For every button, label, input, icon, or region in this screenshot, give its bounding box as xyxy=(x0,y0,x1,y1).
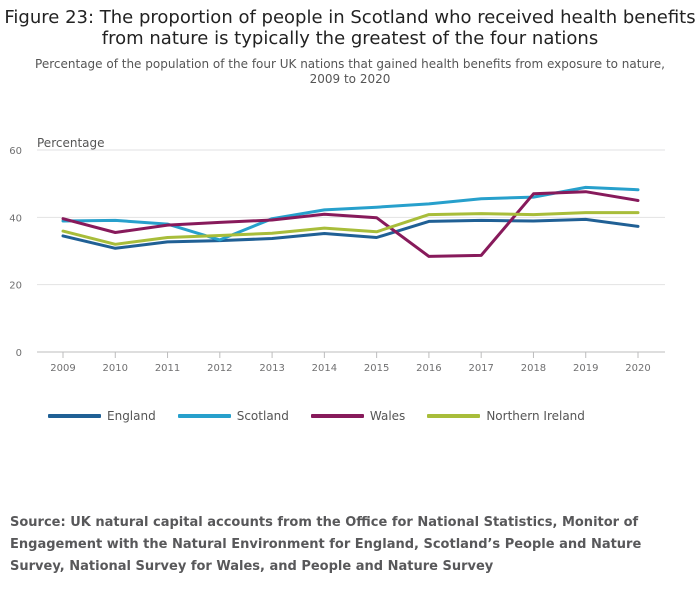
chart-title: Figure 23: The proportion of people in S… xyxy=(4,7,696,49)
legend: England Scotland Wales Northern Ireland xyxy=(48,409,607,423)
y-tick-label: 20 xyxy=(9,281,22,292)
x-tick-label: 2010 xyxy=(103,363,128,374)
x-tick-label: 2011 xyxy=(155,363,180,374)
x-tick-label: 2012 xyxy=(207,363,232,374)
legend-item: Northern Ireland xyxy=(427,409,585,423)
legend-item: Wales xyxy=(310,409,406,423)
legend-label: England xyxy=(107,409,156,423)
x-tick-label: 2009 xyxy=(50,363,75,374)
y-axis-label: Percentage xyxy=(37,136,105,150)
series-line-wales xyxy=(61,190,640,258)
legend-item: Scotland xyxy=(177,409,289,423)
x-tick-label: 2020 xyxy=(625,363,650,374)
legend-swatch xyxy=(310,414,364,418)
legend-swatch xyxy=(48,414,101,418)
axes: Percentage 0 20 40 60 2009 2010 2011 2012 2013 20… xyxy=(9,136,650,374)
source-note: Source: UK natural capital accounts from… xyxy=(10,515,642,574)
series-line-scotland xyxy=(61,185,640,242)
x-tick-label: 2017 xyxy=(468,363,493,374)
legend-label: Wales xyxy=(369,409,406,423)
x-tick-label: 2014 xyxy=(312,363,337,374)
x-tick-label: 2013 xyxy=(259,363,284,374)
y-tick-label: 0 xyxy=(16,348,22,359)
x-tick-label: 2015 xyxy=(364,363,389,374)
legend-label: Northern Ireland xyxy=(486,409,585,423)
line-chart: Percentage 0 20 40 60 2009 2010 2011 2012 2013 20… xyxy=(9,136,665,374)
y-tick-label: 40 xyxy=(9,213,22,224)
legend-label: Scotland xyxy=(236,409,289,423)
x-tick-label: 2016 xyxy=(416,363,441,374)
chart-subtitle: Percentage of the population of the four… xyxy=(35,57,665,86)
series-line-northern-ireland xyxy=(61,211,640,246)
series-lines xyxy=(61,185,640,258)
legend-item: England xyxy=(48,409,156,423)
y-tick-label: 60 xyxy=(9,146,22,157)
series-line-england xyxy=(61,217,640,250)
legend-swatch xyxy=(427,414,481,418)
gridlines xyxy=(37,149,665,353)
x-tick-label: 2019 xyxy=(573,363,598,374)
x-tick-label: 2018 xyxy=(521,363,546,374)
legend-swatch xyxy=(177,414,231,418)
